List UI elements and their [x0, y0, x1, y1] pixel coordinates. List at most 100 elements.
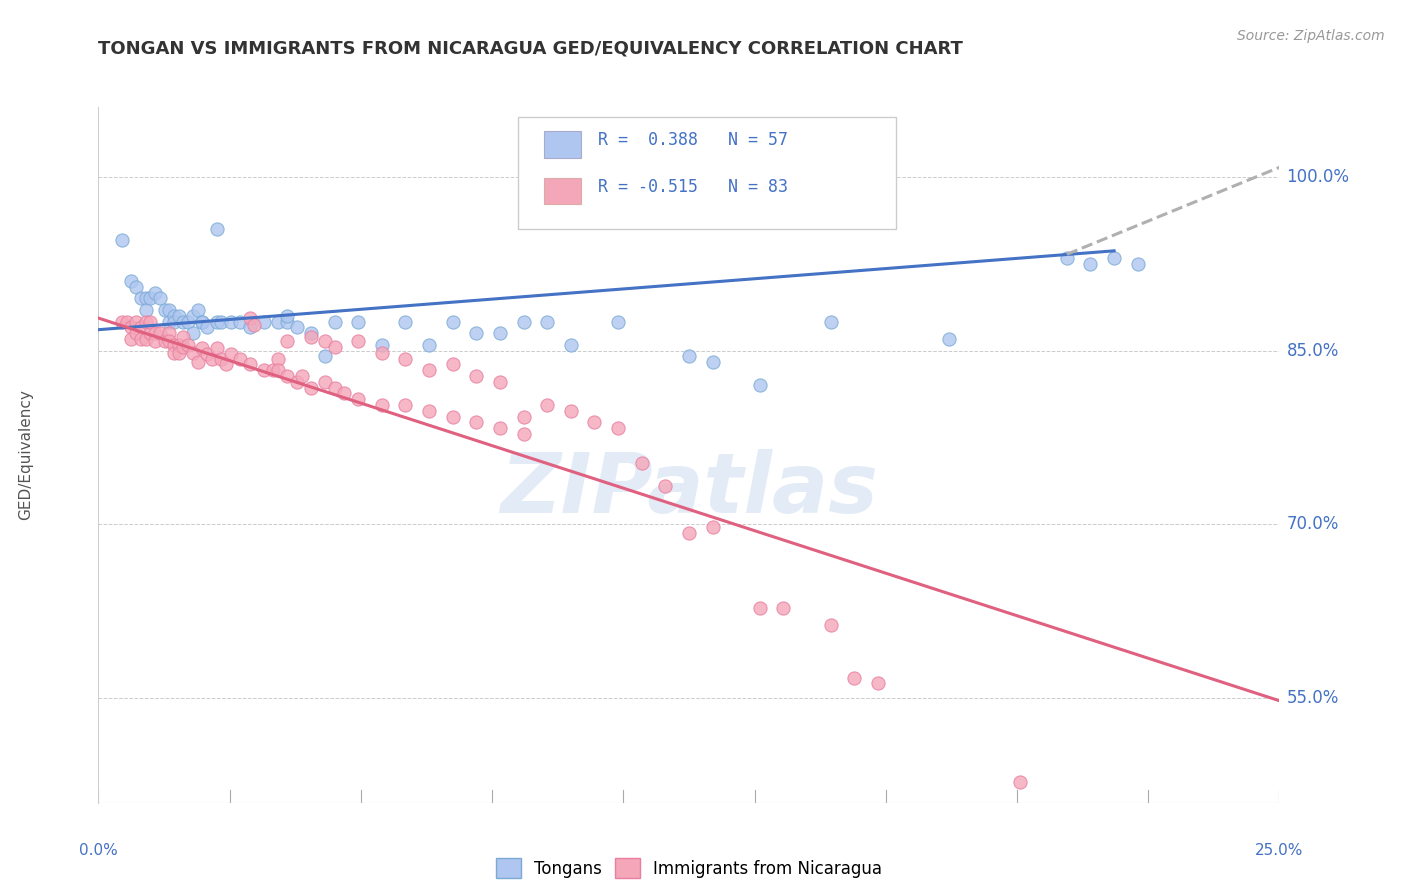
Point: [285, 375, 308, 389]
Point: [195, 347, 218, 361]
Point: [111, 233, 134, 247]
Point: [702, 520, 724, 534]
Point: [129, 291, 152, 305]
Text: TONGAN VS IMMIGRANTS FROM NICARAGUA GED/EQUIVALENCY CORRELATION CHART: TONGAN VS IMMIGRANTS FROM NICARAGUA GED/…: [98, 40, 963, 58]
Point: [323, 381, 346, 395]
Text: 70.0%: 70.0%: [1286, 516, 1339, 533]
Point: [129, 332, 152, 346]
FancyBboxPatch shape: [544, 178, 582, 204]
Point: [607, 421, 630, 435]
Point: [129, 320, 152, 334]
Point: [299, 329, 322, 343]
Point: [654, 479, 676, 493]
Point: [607, 315, 630, 329]
Point: [678, 525, 700, 540]
Point: [115, 315, 138, 329]
Point: [121, 320, 143, 334]
Point: [167, 309, 190, 323]
Point: [153, 334, 176, 349]
Point: [167, 338, 190, 352]
Point: [125, 326, 148, 341]
Point: [167, 346, 190, 360]
Point: [187, 303, 209, 318]
Point: [172, 315, 194, 329]
Point: [139, 326, 162, 341]
Point: [219, 315, 242, 329]
Text: GED/Equivalency: GED/Equivalency: [18, 390, 32, 520]
Point: [243, 318, 266, 332]
Point: [536, 398, 558, 412]
Point: [121, 332, 143, 346]
Point: [560, 338, 582, 352]
Point: [267, 351, 290, 366]
Point: [323, 315, 346, 329]
Point: [181, 309, 204, 323]
Point: [465, 369, 488, 384]
Point: [177, 315, 200, 329]
Point: [314, 350, 336, 364]
Point: [205, 222, 228, 236]
Point: [191, 315, 214, 329]
Point: [489, 375, 512, 389]
Point: [371, 338, 394, 352]
Point: [143, 334, 166, 349]
Point: [149, 326, 172, 341]
Point: [157, 303, 180, 318]
Point: [394, 351, 416, 366]
Point: [205, 341, 228, 355]
Legend: Tongans, Immigrants from Nicaragua: Tongans, Immigrants from Nicaragua: [489, 851, 889, 885]
Point: [347, 392, 370, 407]
Point: [239, 358, 262, 372]
Point: [229, 315, 252, 329]
Point: [262, 363, 284, 377]
Point: [1056, 251, 1078, 265]
Point: [111, 315, 134, 329]
Point: [333, 386, 356, 401]
Point: [276, 334, 298, 349]
Point: [512, 427, 534, 442]
Point: [172, 329, 194, 343]
Point: [209, 315, 232, 329]
Point: [205, 315, 228, 329]
Text: 0.0%: 0.0%: [79, 843, 118, 858]
Point: [1126, 257, 1149, 271]
FancyBboxPatch shape: [517, 118, 896, 229]
Point: [177, 338, 200, 352]
Point: [772, 601, 794, 615]
Point: [630, 456, 652, 470]
Point: [121, 274, 143, 288]
Text: 25.0%: 25.0%: [1256, 843, 1303, 858]
Point: [135, 315, 157, 329]
Text: R =  0.388   N = 57: R = 0.388 N = 57: [598, 131, 787, 149]
Point: [163, 346, 186, 360]
Point: [285, 320, 308, 334]
Text: 55.0%: 55.0%: [1286, 690, 1339, 707]
Point: [195, 320, 218, 334]
Point: [135, 303, 157, 318]
Point: [489, 326, 512, 341]
Point: [276, 369, 298, 384]
Point: [418, 338, 440, 352]
Point: [314, 375, 336, 389]
Point: [323, 340, 346, 354]
Point: [938, 332, 960, 346]
Point: [418, 363, 440, 377]
Point: [820, 315, 842, 329]
Point: [139, 291, 162, 305]
Point: [371, 398, 394, 412]
Point: [157, 334, 180, 349]
Point: [536, 315, 558, 329]
Point: [512, 409, 534, 424]
Point: [163, 315, 186, 329]
Point: [394, 315, 416, 329]
Point: [267, 363, 290, 377]
Point: [290, 369, 312, 384]
Point: [1008, 775, 1031, 789]
Point: [489, 421, 512, 435]
Point: [371, 346, 394, 360]
Point: [229, 351, 252, 366]
Point: [163, 309, 186, 323]
Text: R = -0.515   N = 83: R = -0.515 N = 83: [598, 178, 787, 196]
Point: [583, 416, 606, 430]
Point: [465, 416, 488, 430]
